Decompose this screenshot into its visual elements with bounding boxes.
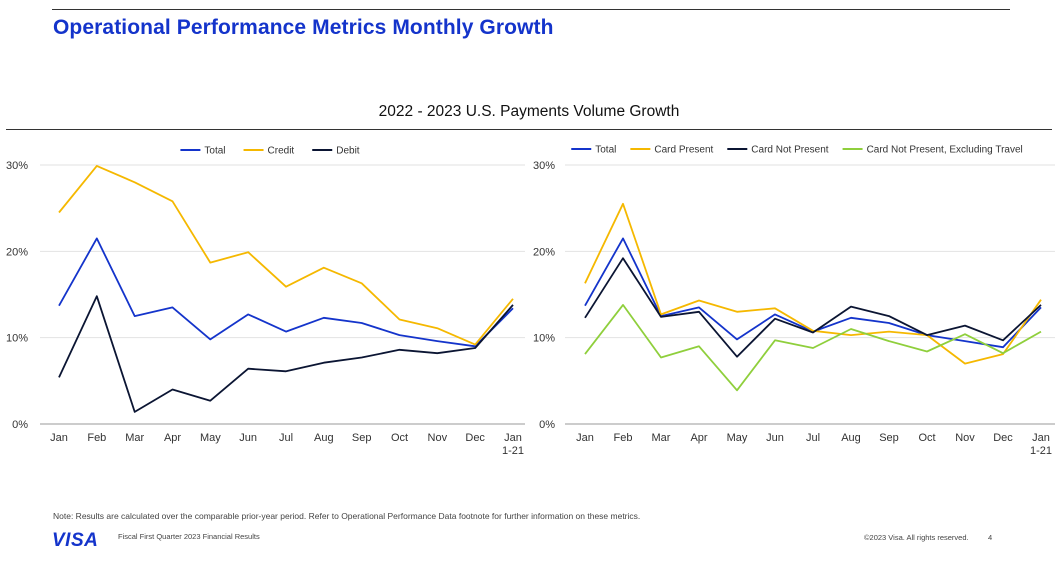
x-tick-label: Dec [993,432,1013,444]
y-tick-label: 30% [533,160,555,172]
x-tick-label: Nov [428,432,448,444]
x-tick-label: Jan [50,432,68,444]
x-tick-label: Apr [690,432,707,444]
x-tick-label: Aug [841,432,861,444]
series-line-card-present [584,202,1042,365]
footer-copyright: ©2023 Visa. All rights reserved. [864,533,969,542]
x-tick-label: Jun [239,432,257,444]
legend-label-card-present: Card Present [654,145,713,156]
legend-label-total: Total [204,146,225,157]
x-tick-label: May [200,432,221,444]
x-tick-label: Mar [652,432,671,444]
series-line-credit [58,164,514,346]
series-line-card-not-present [584,257,1042,358]
page-number: 4 [988,533,993,542]
x-tick-label: Jun [766,432,784,444]
x-tick-label: Jul [806,432,820,444]
section-rule [6,129,1052,130]
page-title: Operational Performance Metrics Monthly … [53,16,554,39]
x-tick-label: Sep [352,432,372,444]
legend-label-credit: Credit [268,146,295,157]
footer-report-name: Fiscal First Quarter 2023 Financial Resu… [118,532,260,541]
series-line-card-not-present-excluding-travel [584,303,1042,392]
x-tick-label: Jan 1-21 [1030,432,1052,457]
x-tick-label: Dec [465,432,485,444]
legend-label-total: Total [595,145,616,156]
y-tick-label: 30% [6,160,28,172]
chart-legend: Total Card Present Card Not Present Card No… [571,145,1023,156]
y-tick-label: 0% [539,419,555,431]
visa-logo: VISA [52,530,98,550]
x-tick-label: Jan [576,432,594,444]
y-tick-label: 0% [12,419,28,431]
y-tick-label: 10% [533,333,555,345]
top-rule [52,9,1010,10]
y-tick-label: 20% [533,246,555,258]
x-tick-label: Jan 1-21 [502,432,524,457]
chart-legend: Total Credit Debit [180,146,360,157]
x-tick-label: Jul [279,432,293,444]
footnote: Note: Results are calculated over the co… [53,511,641,521]
legend-label-card-not-present: Card Not Present [751,145,828,156]
x-tick-label: Sep [879,432,899,444]
x-tick-label: Mar [125,432,144,444]
x-tick-label: May [727,432,748,444]
x-tick-label: Feb [614,432,633,444]
x-tick-label: Feb [87,432,106,444]
y-tick-label: 10% [6,333,28,345]
x-tick-label: Apr [164,432,181,444]
legend-label-debit: Debit [336,146,360,157]
x-tick-label: Oct [391,432,408,444]
x-tick-label: Aug [314,432,334,444]
series-line-total [58,237,514,348]
x-tick-label: Oct [918,432,935,444]
y-tick-label: 20% [6,246,28,258]
svg-text:VISA: VISA [52,530,98,550]
legend-label-card-not-present-excluding-travel: Card Not Present, Excluding Travel [867,145,1023,156]
chart-section-title: 2022 - 2023 U.S. Payments Volume Growth [378,103,680,120]
x-tick-label: Nov [955,432,975,444]
series-line-debit [58,295,514,413]
